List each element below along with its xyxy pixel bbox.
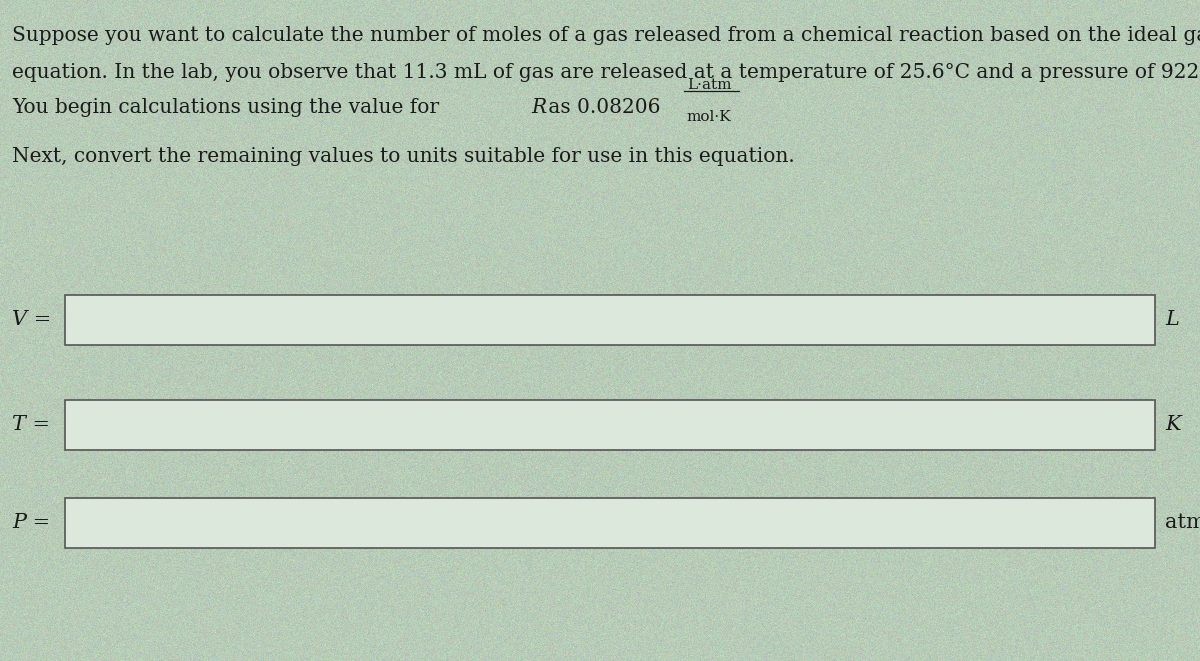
Text: V =: V = (12, 311, 52, 329)
Text: K: K (1165, 416, 1181, 434)
Text: R: R (532, 98, 547, 117)
FancyBboxPatch shape (65, 400, 1154, 450)
FancyBboxPatch shape (65, 295, 1154, 345)
Text: L·atm: L·atm (686, 78, 731, 92)
Text: mol·K: mol·K (686, 110, 732, 124)
Text: Next, convert the remaining values to units suitable for use in this equation.: Next, convert the remaining values to un… (12, 147, 794, 166)
Text: You begin calculations using the value for: You begin calculations using the value f… (12, 98, 445, 117)
Text: atm: atm (1165, 514, 1200, 533)
Text: equation. In the lab, you observe that 11.3 mL of gas are released at a temperat: equation. In the lab, you observe that 1… (12, 63, 1200, 82)
FancyBboxPatch shape (65, 498, 1154, 548)
Text: P =: P = (12, 514, 50, 533)
Text: T =: T = (12, 416, 50, 434)
Text: as 0.08206: as 0.08206 (542, 98, 667, 117)
Text: Suppose you want to calculate the number of moles of a gas released from a chemi: Suppose you want to calculate the number… (12, 26, 1200, 46)
Text: L: L (1165, 311, 1178, 329)
